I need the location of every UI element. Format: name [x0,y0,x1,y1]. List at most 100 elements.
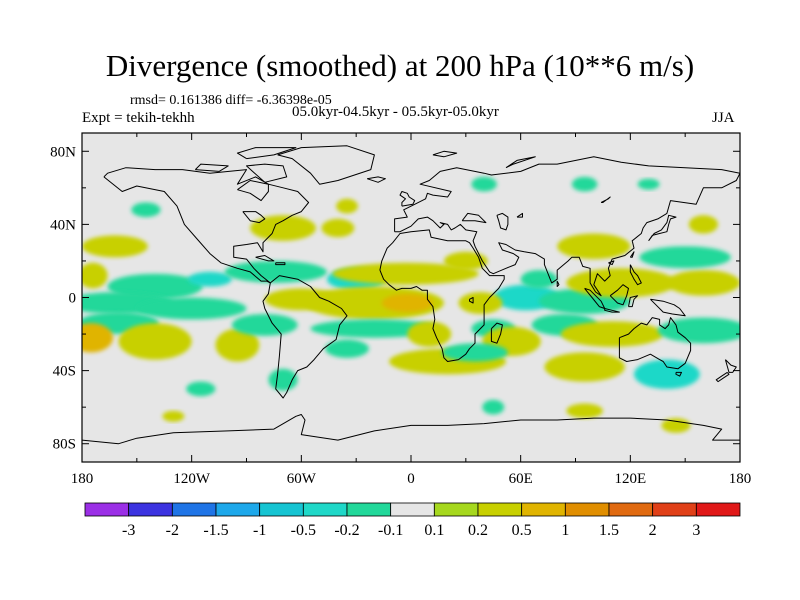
coastline-novaya-zemlya [505,156,536,169]
divergence-anomaly [162,410,185,422]
divergence-anomaly [661,418,691,433]
x-tick-label: 60E [509,471,533,487]
divergence-anomaly [310,319,439,338]
colorbar-label: 3 [692,522,700,539]
colorbar-label: 0.5 [512,522,532,539]
divergence-anomaly [268,368,298,391]
coastline-caspian-sea [496,212,509,231]
colorbar-label: -3 [122,522,135,539]
season-label: JJA [712,110,735,126]
colorbar-label: 2 [649,522,657,539]
divergence-anomaly [407,321,452,347]
colorbar-swatch [215,502,261,517]
coastline-black-sea [461,212,487,224]
period-label: 05.0kyr-04.5kyr - 05.5kyr-05.0kyr [292,104,499,120]
coastline-hudson-bay [237,180,269,202]
divergence-anomaly [666,270,740,296]
coastline-tasmania [675,371,682,377]
x-tick-label: 60W [287,471,317,487]
coastline-new-zealand-south [715,371,730,383]
colorbar-swatch [302,502,348,517]
colorbar-swatch [346,502,392,517]
colorbar-label: -0.1 [378,522,403,539]
colorbar-swatch [390,502,435,517]
colorbar-swatch [171,502,217,517]
divergence-anomaly [82,323,114,353]
x-tick-label: 120W [173,471,211,487]
colorbar-swatch [521,502,566,517]
divergence-anomaly [215,328,260,362]
coastline-borneo [609,284,629,306]
coastline-europe-asia [394,156,740,297]
divergence-anomaly [520,270,558,289]
colorbar-swatch [564,502,610,517]
divergence-anomaly [321,218,355,238]
coastline-australia [618,317,692,370]
chart-title: Divergence (smoothed) at 200 hPa (10**6 … [105,48,695,83]
coastline-lake-baikal [600,196,611,203]
colorbar-label: -1 [253,522,266,539]
colorbar-swatch [259,502,304,517]
colorbar-label: 0.1 [424,522,444,539]
colorbar-label: 0.2 [468,522,488,539]
colorbar-swatch [695,502,741,517]
divergence-anomaly [250,215,316,241]
colorbar: -3 -2 -1.5 -1 -0.5 -0.2 -0.1 0.1 0.2 0.5 1 1.5 2 3 [84,502,741,539]
colorbar-swatch [128,502,173,517]
coastline-philippines [629,264,642,286]
coastline-greenland [277,145,375,185]
coastline-sri-lanka [556,280,560,287]
coastline-great-britain [399,191,416,207]
coastline-sulawesi [628,295,639,308]
y-tick-label: 40N [50,217,76,233]
x-tick-label: 180 [71,471,94,487]
divergence-anomaly [332,262,479,285]
coastline-africa [379,229,505,362]
coastline-lake-victoria [469,297,474,304]
divergence-anomaly [442,343,508,362]
y-tick-label: 0 [69,291,77,307]
colorbar-swatch [84,502,130,517]
colorbar-swatch [433,502,479,517]
divergence-anomaly [82,262,108,289]
x-tick-label: 120E [614,471,646,487]
coastline-great-lakes [242,211,266,224]
colorbar-label: -0.2 [334,522,359,539]
coastline-baffin [246,163,288,183]
coastline-south-america [262,275,348,399]
colorbar-label: -1.5 [203,522,228,539]
divergence-anomaly [224,260,327,283]
y-tick-label: 80N [50,144,76,160]
coastline-hainan [608,260,615,266]
divergence-anomaly [688,215,719,234]
y-tick-label: 40S [53,364,76,380]
colorbar-swatch [652,502,697,517]
divergence-anomaly [560,321,664,347]
x-tick-label: 180 [729,471,752,487]
axis-layer: 180 120W 60W 0 60E 120E 180 80N 40N 0 40S 80S [50,133,751,487]
divergence-anomaly [186,381,216,397]
divergence-anomaly [381,293,433,313]
divergence-anomaly [639,246,731,269]
x-tick-label: 0 [407,471,415,487]
coastline-hispaniola [275,262,286,266]
coastline-madagascar [490,322,503,344]
divergence-anomaly [557,233,631,260]
coastline-north-america [103,167,310,284]
divergence-anomaly [657,317,740,344]
divergence-anomaly [131,202,161,218]
divergence-anomaly [325,339,369,358]
divergence-anomaly [544,352,625,382]
colorbar-swatch [608,502,654,517]
experiment-label: Expt = tekih-tekhh [82,110,195,126]
divergence-anomaly [566,403,603,419]
divergence-anomaly [471,176,497,192]
coastline-antarctica [82,414,740,445]
colorbar-label: -2 [166,522,179,539]
divergence-anomaly [566,268,677,298]
coastline-cuba [255,255,275,262]
divergence-anomaly [633,359,700,389]
y-tick-label: 80S [53,437,76,453]
coastline-japan [648,214,677,242]
